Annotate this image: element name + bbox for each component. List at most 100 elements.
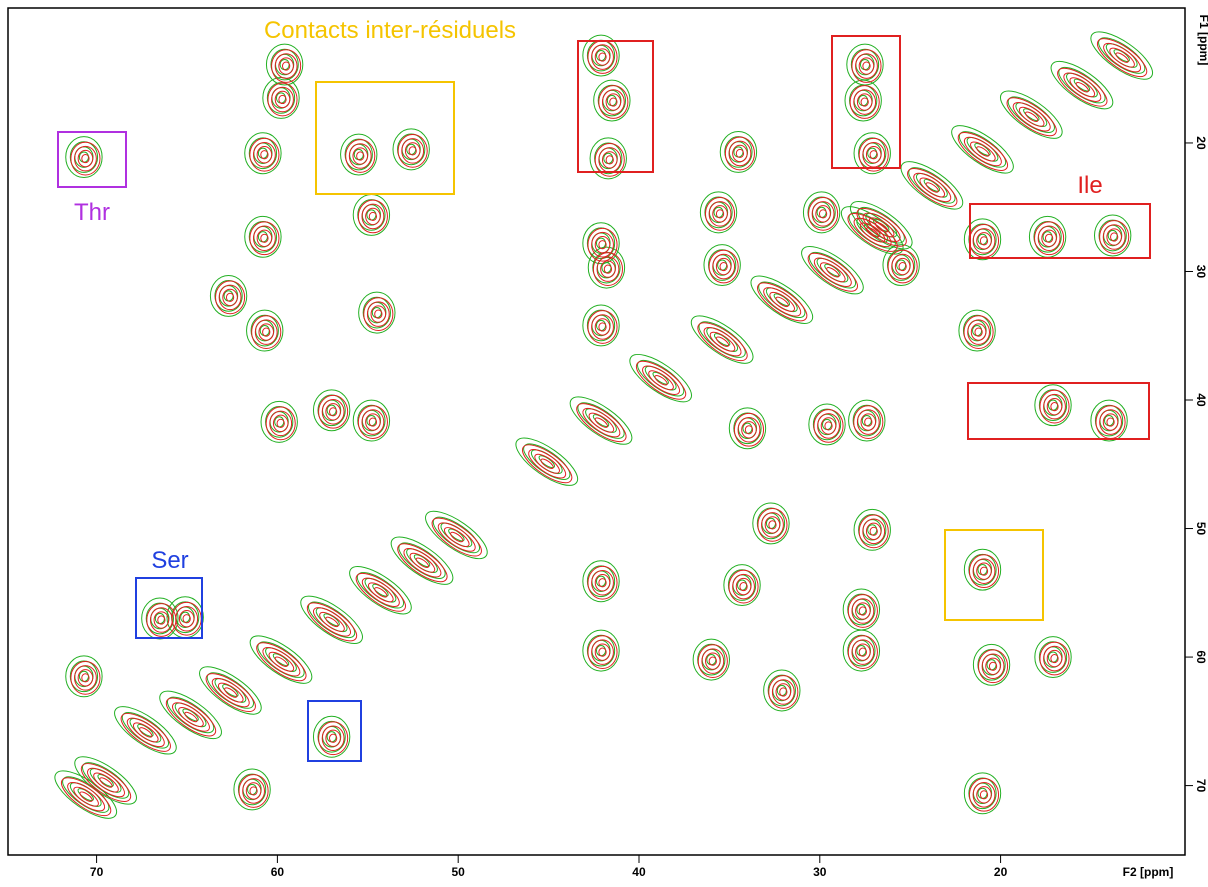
contour-ring <box>1073 78 1091 92</box>
contour-ring <box>598 647 607 657</box>
contour-ring <box>271 86 294 113</box>
contour-ring <box>715 336 730 347</box>
annotation-box <box>967 382 1150 440</box>
peak-contour <box>80 763 132 802</box>
contour-ring <box>215 280 246 315</box>
peak-contour <box>267 82 298 117</box>
contour-ring <box>249 221 280 256</box>
peak-contour <box>265 406 296 441</box>
contour-ring <box>598 240 607 250</box>
contour-ring <box>739 582 748 592</box>
contour-ring <box>853 508 891 551</box>
peak-contour <box>635 360 687 400</box>
contour-ring <box>724 136 755 171</box>
contour-ring <box>254 319 278 345</box>
annotation-box <box>307 700 362 762</box>
contour-ring <box>258 323 275 341</box>
peak-contour <box>957 132 1009 171</box>
contour-ring <box>357 199 388 234</box>
peak-contour <box>733 412 765 447</box>
peak-contour <box>757 282 808 322</box>
contour-ring <box>582 34 620 77</box>
contour-ring <box>353 148 364 161</box>
peak-contour <box>1096 38 1148 78</box>
contour-ring <box>874 222 889 233</box>
contour-ring <box>708 249 737 281</box>
contour-ring <box>826 267 840 278</box>
contour-ring <box>1023 108 1040 122</box>
contour-ring <box>635 360 687 400</box>
contour-ring <box>820 417 837 435</box>
contour-ring <box>692 638 730 681</box>
peak-contour <box>70 660 101 695</box>
contour-ring <box>848 399 886 442</box>
contour-ring <box>594 417 609 428</box>
contour-ring <box>851 639 875 665</box>
contour-ring <box>225 292 235 302</box>
contour-ring <box>366 301 390 327</box>
contour-ring <box>736 579 748 591</box>
contour-ring <box>963 218 1002 261</box>
contour-ring <box>629 354 692 403</box>
contour-ring <box>963 136 1002 167</box>
contour-ring <box>858 137 889 172</box>
contour-ring <box>159 690 222 740</box>
peak-contour <box>306 602 358 642</box>
contour-ring <box>366 414 377 427</box>
contour-ring <box>802 191 841 234</box>
contour-ring <box>214 280 243 312</box>
peak-contour <box>587 635 618 670</box>
contour-ring <box>404 142 421 160</box>
contour-ring <box>586 227 616 260</box>
contour-ring <box>756 507 786 540</box>
peak-contour <box>907 168 958 207</box>
x-tick-label: 70 <box>90 865 104 879</box>
contour-ring <box>218 284 242 311</box>
contour-ring <box>587 310 618 344</box>
contour-ring <box>326 404 337 416</box>
contour-ring <box>735 148 745 159</box>
contour-ring <box>431 517 482 557</box>
contour-ring <box>972 643 1011 686</box>
contour-ring <box>719 261 728 272</box>
peak-contour <box>397 543 448 583</box>
contour-ring <box>808 196 839 231</box>
contour-ring <box>779 687 788 697</box>
peak-contour <box>592 252 623 286</box>
contour-ring <box>951 125 1014 174</box>
peak-contour <box>587 310 618 344</box>
contour-ring <box>712 205 728 223</box>
contour-ring <box>274 90 291 109</box>
peak-contour <box>1000 90 1063 139</box>
contour-ring <box>171 702 210 732</box>
contour-ring <box>925 182 939 193</box>
peak-contour <box>1039 389 1070 424</box>
contour-ring <box>735 577 752 596</box>
contour-ring <box>853 217 892 248</box>
contour-ring <box>737 417 761 443</box>
contour-ring <box>776 684 787 697</box>
peak-contour <box>357 405 388 439</box>
contour-ring <box>249 137 280 172</box>
contour-ring <box>963 315 994 349</box>
peak-contour <box>1006 97 1057 137</box>
contour-ring <box>154 612 165 625</box>
peak-contour <box>256 642 307 682</box>
contour-ring <box>752 502 790 545</box>
contour-ring <box>733 412 762 445</box>
contour-ring <box>249 786 258 796</box>
contour-ring <box>852 404 881 437</box>
contour-ring <box>357 404 386 437</box>
contour-ring <box>728 569 759 604</box>
contour-ring <box>586 565 616 598</box>
contour-ring <box>697 643 726 676</box>
contour-ring <box>65 655 103 698</box>
contour-ring <box>1038 389 1068 421</box>
contour-ring <box>1050 60 1114 110</box>
contour-ring <box>348 143 372 169</box>
contour-ring <box>248 137 278 170</box>
contour-ring <box>981 653 1005 680</box>
peak-contour <box>951 125 1014 174</box>
contour-ring <box>178 610 195 628</box>
contour-ring <box>587 246 626 289</box>
